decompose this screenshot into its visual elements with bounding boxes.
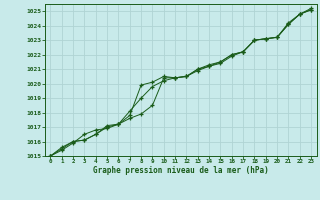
X-axis label: Graphe pression niveau de la mer (hPa): Graphe pression niveau de la mer (hPa): [93, 166, 269, 175]
